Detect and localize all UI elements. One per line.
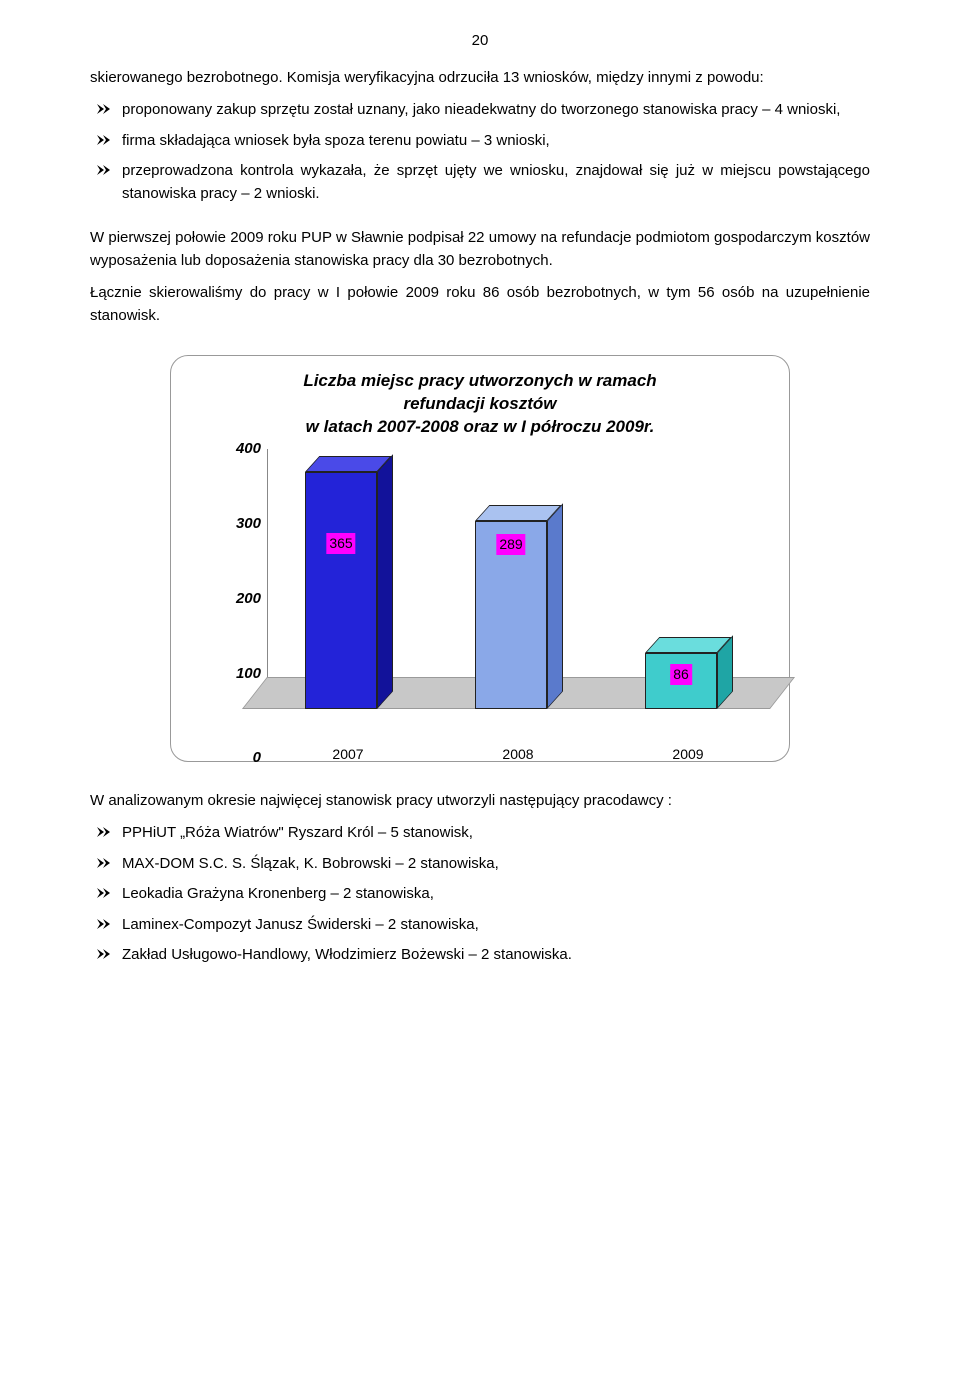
list-item: przeprowadzona kontrola wykazała, że spr…: [90, 160, 870, 205]
arrow-icon: [96, 163, 110, 177]
list-item: firma składająca wniosek była spoza tere…: [90, 130, 870, 153]
paragraph-employers: W analizowanym okresie najwięcej stanowi…: [90, 790, 870, 813]
list-item: Laminex-Compozyt Janusz Świderski – 2 st…: [90, 914, 870, 937]
bar-side-face: [377, 454, 393, 709]
bar-front-face: 86: [645, 653, 717, 709]
arrow-icon: [96, 825, 110, 839]
bar-front-face: 365: [305, 472, 377, 709]
list-item-text: proponowany zakup sprzętu został uznany,…: [122, 101, 840, 118]
list-item: Leokadia Grażyna Kronenberg – 2 stanowis…: [90, 883, 870, 906]
arrow-icon: [96, 102, 110, 116]
arrow-icon: [96, 947, 110, 961]
y-tick-label: 100: [236, 663, 261, 686]
list-item-text: MAX-DOM S.C. S. Ślązak, K. Bobrowski – 2…: [122, 855, 499, 872]
chart-title-line: refundacji kosztów: [403, 394, 556, 413]
page-number: 20: [90, 30, 870, 53]
arrow-icon: [96, 856, 110, 870]
chart-title: Liczba miejsc pracy utworzonych w ramach…: [185, 370, 775, 439]
arrow-icon: [96, 886, 110, 900]
bullet-list-reasons: proponowany zakup sprzętu został uznany,…: [90, 99, 870, 205]
bullet-list-employers: PPHiUT „Róża Wiatrów" Ryszard Król – 5 s…: [90, 822, 870, 967]
bar-value-label: 365: [326, 533, 355, 554]
list-item-text: PPHiUT „Róża Wiatrów" Ryszard Król – 5 s…: [122, 824, 473, 841]
list-item-text: Laminex-Compozyt Janusz Świderski – 2 st…: [122, 916, 479, 933]
list-item-text: przeprowadzona kontrola wykazała, że spr…: [122, 162, 870, 202]
x-tick-label: 2008: [502, 744, 533, 765]
bar-value-label: 289: [496, 534, 525, 555]
chart-title-line: w latach 2007-2008 oraz w I półroczu 200…: [306, 417, 655, 436]
x-tick-label: 2009: [672, 744, 703, 765]
arrow-icon: [96, 133, 110, 147]
list-item: Zakład Usługowo-Handlowy, Włodzimierz Bo…: [90, 944, 870, 967]
paragraph-body-1: W pierwszej połowie 2009 roku PUP w Sław…: [90, 227, 870, 272]
bar-side-face: [547, 503, 563, 709]
y-tick-label: 0: [253, 747, 261, 770]
arrow-icon: [96, 917, 110, 931]
list-item-text: firma składająca wniosek była spoza tere…: [122, 132, 550, 149]
y-tick-label: 300: [236, 513, 261, 536]
bar-front-face: 289: [475, 521, 547, 709]
chart-card: Liczba miejsc pracy utworzonych w ramach…: [170, 355, 790, 762]
list-item-text: Zakład Usługowo-Handlowy, Włodzimierz Bo…: [122, 946, 572, 963]
chart-title-line: Liczba miejsc pracy utworzonych w ramach: [303, 371, 656, 390]
chart-area: 400 300 200 100 0 365 2007 289: [185, 449, 775, 749]
x-tick-label: 2007: [332, 744, 363, 765]
list-item: proponowany zakup sprzętu został uznany,…: [90, 99, 870, 122]
y-tick-label: 400: [236, 438, 261, 461]
paragraph-body-2: Łącznie skierowaliśmy do pracy w I połow…: [90, 282, 870, 327]
list-item: MAX-DOM S.C. S. Ślązak, K. Bobrowski – 2…: [90, 853, 870, 876]
chart-plot: 365 2007 289 2008 86 2009: [267, 449, 765, 709]
y-tick-label: 200: [236, 588, 261, 611]
list-item: PPHiUT „Róża Wiatrów" Ryszard Król – 5 s…: [90, 822, 870, 845]
paragraph-intro: skierowanego bezrobotnego. Komisja weryf…: [90, 67, 870, 90]
bar-value-label: 86: [670, 664, 692, 685]
list-item-text: Leokadia Grażyna Kronenberg – 2 stanowis…: [122, 885, 434, 902]
